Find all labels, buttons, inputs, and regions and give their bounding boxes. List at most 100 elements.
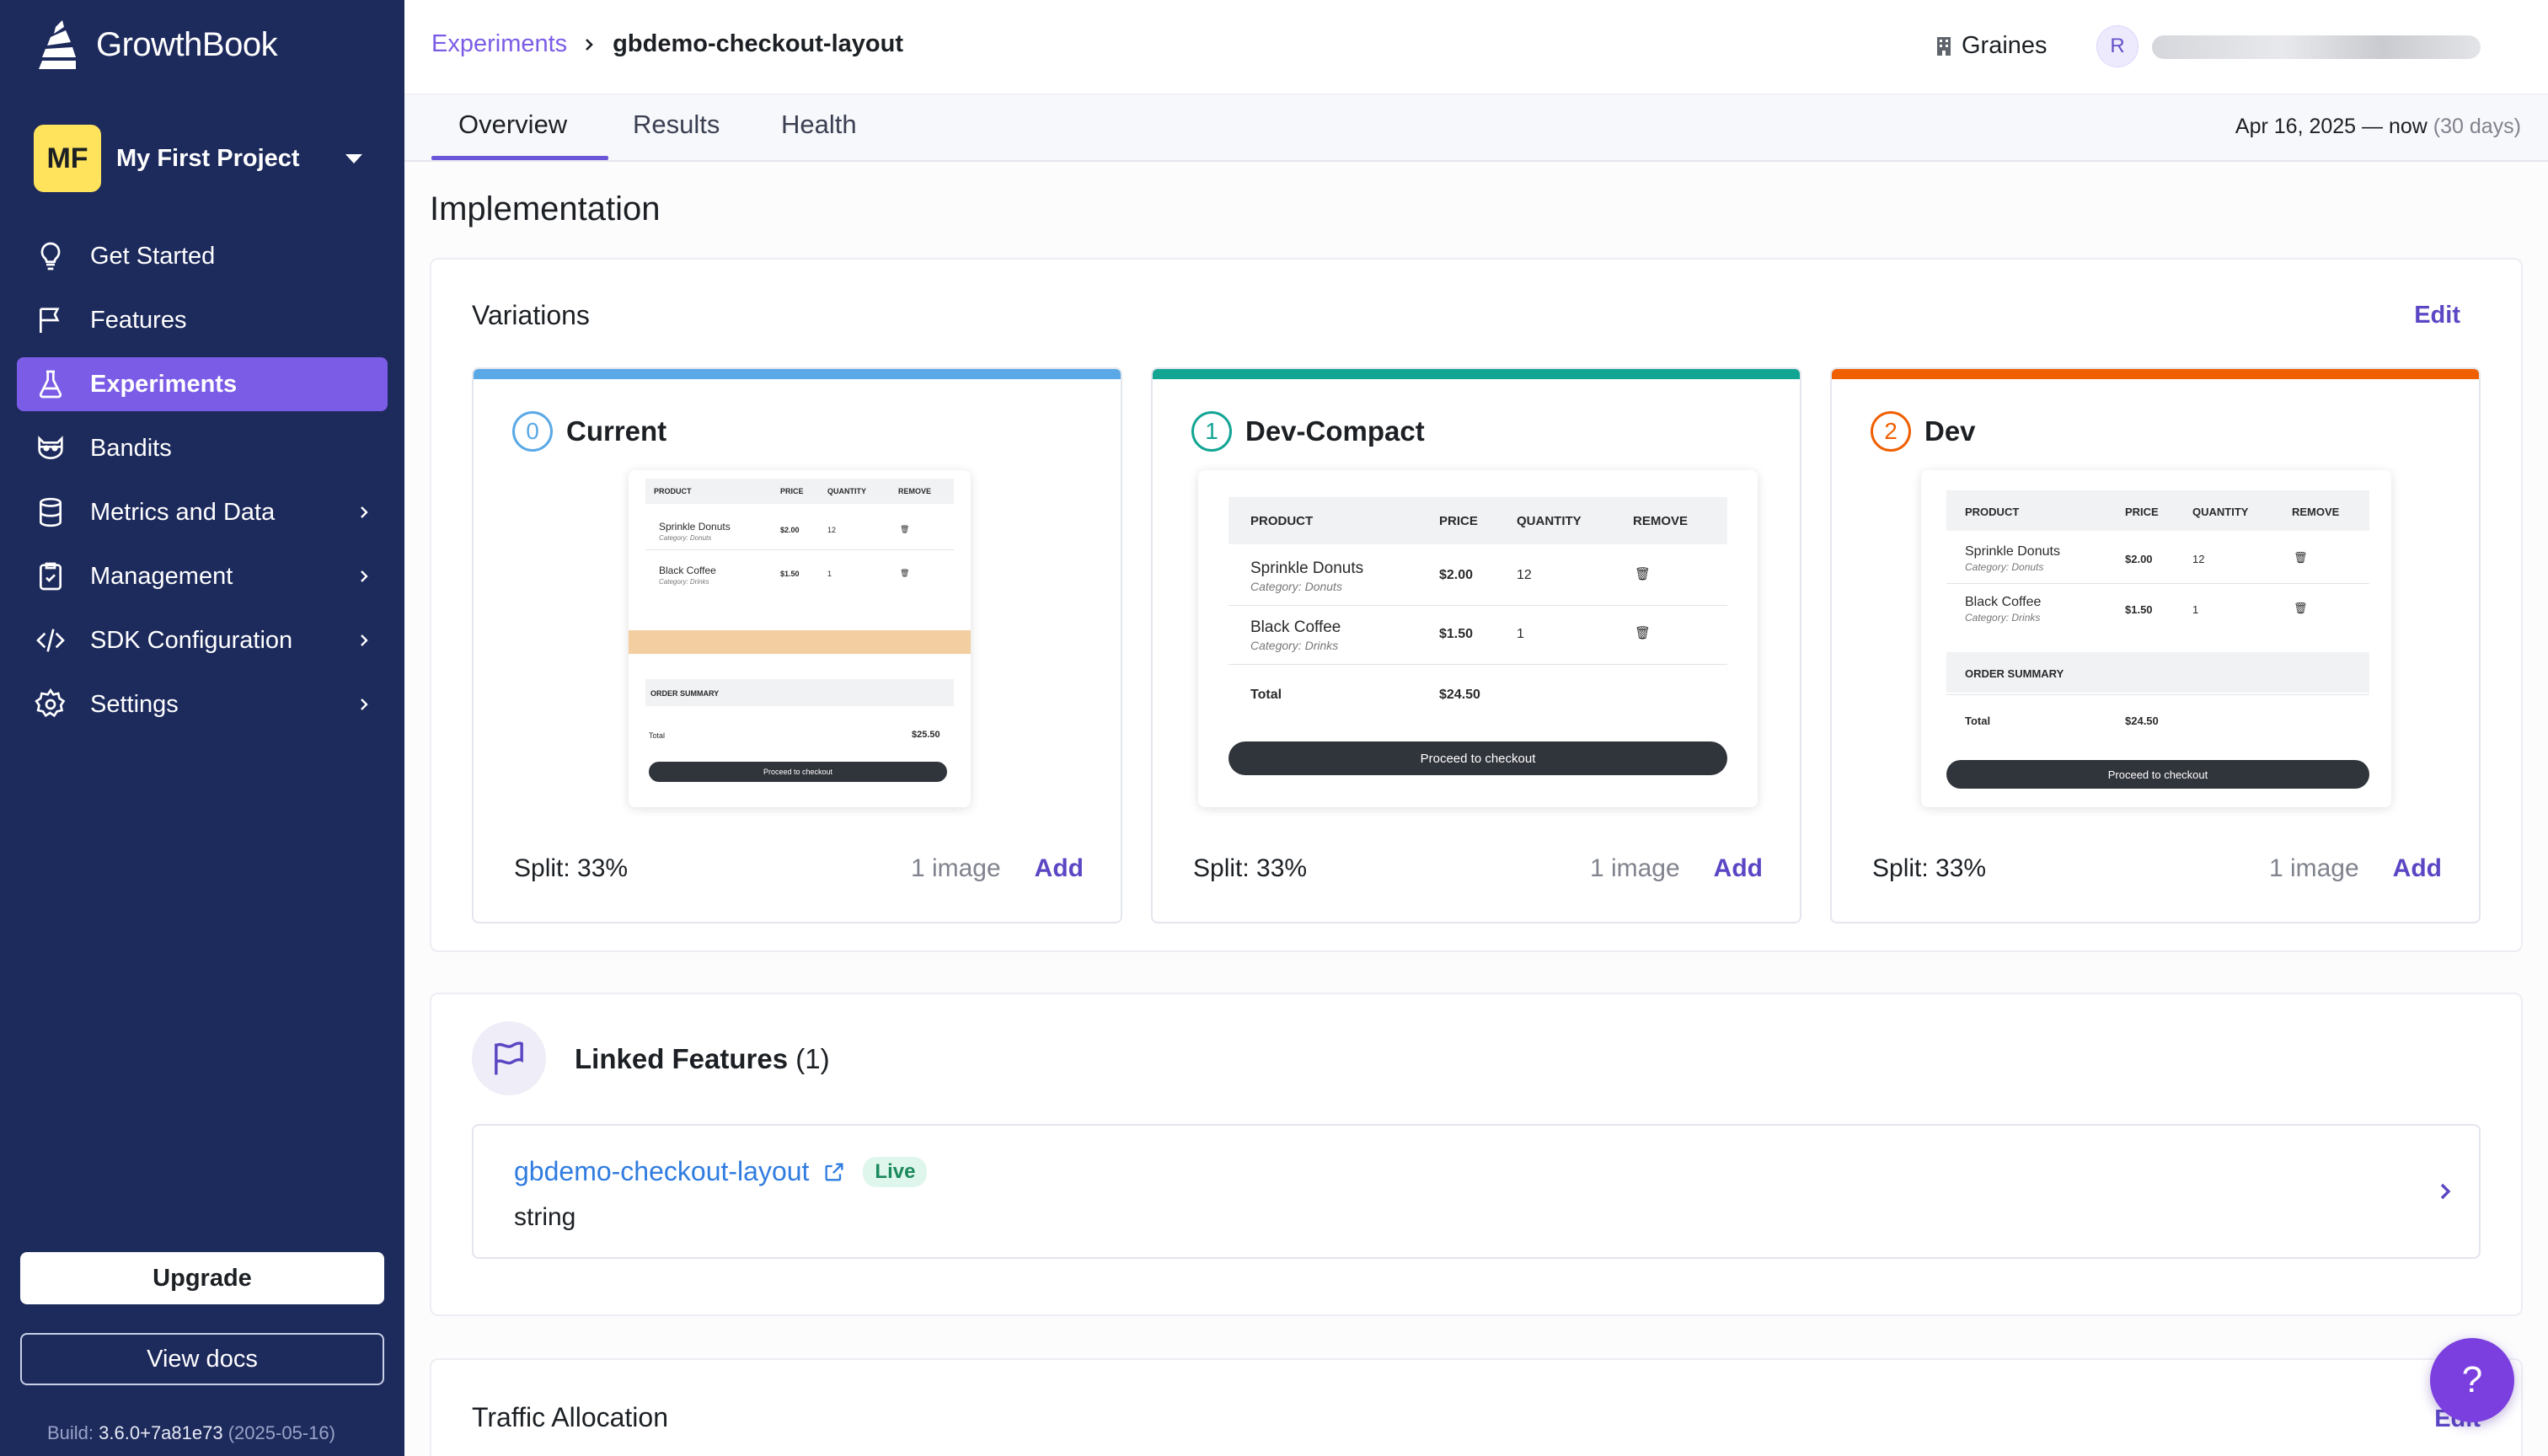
breadcrumb-experiments-link[interactable]: Experiments (431, 30, 568, 57)
mock-qty: 12 (2192, 553, 2205, 565)
sidebar-nav: Get Started Features Experiments Bandits… (17, 229, 388, 741)
variation-card-dev-compact: 1 Dev-Compact PRODUCT PRICE QUANTITY REM… (1151, 367, 1801, 923)
chevron-right-icon (361, 634, 368, 646)
variation-screenshot[interactable]: PRODUCT PRICE QUANTITY REMOVE Sprinkle D… (629, 470, 971, 807)
sidebar-item-bandits[interactable]: Bandits (17, 421, 388, 475)
help-button[interactable]: ? (2430, 1338, 2514, 1422)
sidebar-item-label: SDK Configuration (90, 626, 293, 654)
caret-down-icon (345, 153, 362, 163)
mock-product: Sprinkle Donuts (1965, 544, 2060, 559)
chevron-right-icon (586, 38, 594, 51)
sidebar-item-metrics[interactable]: Metrics and Data (17, 485, 388, 539)
mock-price: $2.00 (2125, 553, 2153, 565)
implementation-heading: Implementation (430, 190, 661, 228)
mock-th: PRODUCT (654, 487, 692, 495)
variation-screenshot[interactable]: PRODUCT PRICE QUANTITY REMOVE Sprinkle D… (1198, 470, 1758, 807)
feature-key-link[interactable]: gbdemo-checkout-layout (514, 1156, 810, 1186)
mock-category: Category: Donuts (1250, 580, 1342, 593)
mock-total-label: Total (1250, 688, 1282, 702)
mock-price: $2.00 (780, 526, 800, 534)
mock-category: Category: Donuts (659, 534, 712, 542)
view-docs-button[interactable]: View docs (20, 1333, 384, 1385)
mock-total-label: Total (1965, 715, 1991, 727)
mock-th: PRICE (780, 487, 804, 495)
code-icon (34, 624, 67, 657)
variation-name: Current (566, 415, 667, 447)
chevron-right-icon (361, 699, 368, 710)
upgrade-button[interactable]: Upgrade (20, 1252, 384, 1304)
mock-summary-bg (645, 679, 954, 706)
mock-header-bg (645, 479, 954, 504)
linked-features-title: Linked Features (1) (575, 1043, 830, 1075)
variation-name: Dev-Compact (1245, 415, 1425, 447)
add-image-button[interactable]: Add (1713, 854, 1763, 882)
mock-qty: 1 (827, 570, 832, 578)
linked-features-count: (1) (795, 1043, 830, 1074)
sidebar-item-label: Settings (90, 690, 179, 718)
sidebar-item-experiments[interactable]: Experiments (17, 357, 388, 411)
clipboard-icon (34, 559, 67, 593)
mock-divider (1228, 605, 1727, 606)
variation-split: Split: 33% (514, 854, 629, 882)
date-range-duration: (30 days) (2433, 115, 2521, 138)
mock-highlight-bar (629, 630, 971, 654)
sidebar-item-label: Features (90, 306, 187, 334)
mock-product: Black Coffee (1250, 618, 1341, 636)
mock-order-summary: ORDER SUMMARY (1965, 667, 2064, 680)
tab-results[interactable]: Results (633, 110, 720, 139)
add-image-button[interactable]: Add (2392, 854, 2442, 882)
mock-th: QUANTITY (2192, 506, 2249, 518)
linked-features-label: Linked Features (575, 1043, 789, 1074)
variation-color-bar (1832, 369, 2479, 379)
gear-icon (34, 688, 67, 721)
mock-th: PRICE (1439, 514, 1478, 528)
mock-price: $1.50 (2125, 603, 2153, 616)
variation-screenshot[interactable]: PRODUCT PRICE QUANTITY REMOVE Sprinkle D… (1921, 470, 2391, 807)
tab-overview[interactable]: Overview (458, 110, 568, 139)
user-name-redacted (2152, 35, 2481, 59)
mock-product: Black Coffee (659, 565, 716, 576)
mock-divider (1946, 583, 2369, 584)
edit-variations-button[interactable]: Edit (2414, 302, 2460, 329)
database-icon (34, 495, 67, 529)
brand-name: GrowthBook (96, 25, 278, 63)
mock-product: Black Coffee (1965, 595, 2042, 609)
breadcrumb: Experiments gbdemo-checkout-layout (431, 30, 903, 58)
mock-price: $1.50 (780, 570, 800, 578)
mock-th: REMOVE (1633, 514, 1689, 528)
chevron-right-icon (361, 506, 368, 518)
user-avatar[interactable]: R (2096, 25, 2138, 67)
variation-color-bar (474, 369, 1121, 379)
org-selector[interactable]: Graines (1935, 32, 2048, 60)
add-image-button[interactable]: Add (1034, 854, 1084, 882)
chevron-right-icon (361, 570, 368, 582)
flask-icon (34, 367, 67, 401)
trash-icon: 🗑 (1635, 567, 1651, 581)
flag-icon (472, 1021, 546, 1095)
mock-category: Category: Donuts (1965, 561, 2044, 573)
sidebar-item-sdk-configuration[interactable]: SDK Configuration (17, 613, 388, 667)
traffic-allocation-card: Traffic Allocation Edit (430, 1358, 2523, 1456)
sidebar-item-features[interactable]: Features (17, 293, 388, 347)
mock-category: Category: Drinks (1250, 639, 1339, 652)
sidebar-item-management[interactable]: Management (17, 549, 388, 603)
mock-th: QUANTITY (1517, 514, 1582, 528)
mock-product: Sprinkle Donuts (1250, 559, 1364, 577)
bandit-icon (34, 431, 67, 465)
variation-index-badge: 1 (1191, 411, 1232, 452)
sidebar-item-get-started[interactable]: Get Started (17, 229, 388, 283)
trash-icon: 🗑 (2294, 551, 2308, 564)
mock-th: PRICE (2125, 506, 2159, 518)
tab-health[interactable]: Health (781, 110, 857, 139)
linked-feature-row[interactable]: gbdemo-checkout-layout Live string (472, 1124, 2481, 1259)
mock-th: REMOVE (2292, 506, 2340, 518)
trash-icon: 🗑 (2294, 602, 2308, 614)
chevron-right-icon[interactable] (2428, 1173, 2462, 1210)
mock-qty: 1 (1517, 627, 1524, 641)
variation-card-current: 0 Current PRODUCT PRICE QUANTITY REMOVE … (472, 367, 1122, 923)
sidebar-item-settings[interactable]: Settings (17, 677, 388, 731)
brand-logo[interactable]: GrowthBook (34, 19, 278, 71)
project-selector[interactable]: MF My First Project (34, 125, 379, 192)
trash-icon: 🗑 (900, 569, 910, 577)
external-link-icon[interactable] (822, 1160, 846, 1184)
